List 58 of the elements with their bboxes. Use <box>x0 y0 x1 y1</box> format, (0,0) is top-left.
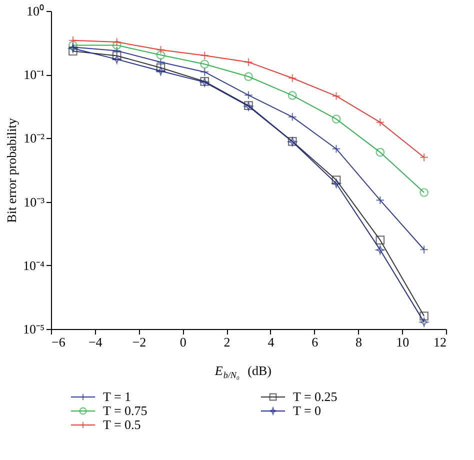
point <box>420 188 428 197</box>
y-tick-label: 10⁻⁴ <box>22 258 45 273</box>
legend-label: T = 0.25 <box>293 389 338 404</box>
point <box>112 40 122 50</box>
y-tick-label: 10⁻² <box>24 130 45 146</box>
point <box>376 196 385 205</box>
point <box>112 51 122 60</box>
point <box>112 46 122 56</box>
point <box>156 45 166 54</box>
x-tick-label: 2 <box>224 334 230 350</box>
point <box>112 38 122 46</box>
point <box>420 312 428 320</box>
x-tick-label: −4 <box>88 334 103 350</box>
point <box>156 66 166 76</box>
point <box>156 58 166 67</box>
point <box>244 72 253 82</box>
point <box>112 54 122 64</box>
point <box>332 92 341 100</box>
point <box>332 179 341 188</box>
x-tick-label: −2 <box>132 334 146 350</box>
point <box>376 148 385 157</box>
point <box>244 58 253 67</box>
point <box>156 63 166 72</box>
point <box>68 46 78 56</box>
point <box>332 114 341 124</box>
point <box>200 60 210 69</box>
legend-label: T = 1 <box>103 389 132 404</box>
point <box>200 68 210 76</box>
y-tick-label: 10⁻³ <box>24 194 45 210</box>
x-tick-label: −6 <box>52 334 66 350</box>
legend-label: T = 0.75 <box>103 403 148 418</box>
point <box>376 118 385 127</box>
point <box>288 91 297 100</box>
point <box>420 245 428 254</box>
point <box>332 144 341 154</box>
point <box>244 90 253 100</box>
point <box>376 246 385 254</box>
point <box>288 74 297 83</box>
x-tick-label: 10 <box>396 334 410 350</box>
point <box>420 318 428 327</box>
point <box>156 50 166 60</box>
y-tick-label: 10⁰ <box>26 4 44 18</box>
point <box>288 112 297 122</box>
y-tick-label: 10⁻¹ <box>24 67 45 82</box>
x-tick-label: 8 <box>355 334 362 350</box>
legend-label: T = 0 <box>293 403 322 418</box>
point <box>332 176 341 184</box>
y-tick-label: 10⁻⁵ <box>22 322 44 336</box>
x-tick-label: 0 <box>180 334 186 350</box>
legend-label: T = 0.5 <box>103 417 141 432</box>
point <box>420 152 428 162</box>
point <box>200 51 210 60</box>
point <box>68 36 78 45</box>
x-tick-label: 4 <box>268 334 275 350</box>
x-tick-label: 6 <box>312 334 319 350</box>
x-tick-label: 12 <box>434 334 446 350</box>
point <box>376 236 385 245</box>
y-axis-title: Bit error probability <box>4 118 19 223</box>
